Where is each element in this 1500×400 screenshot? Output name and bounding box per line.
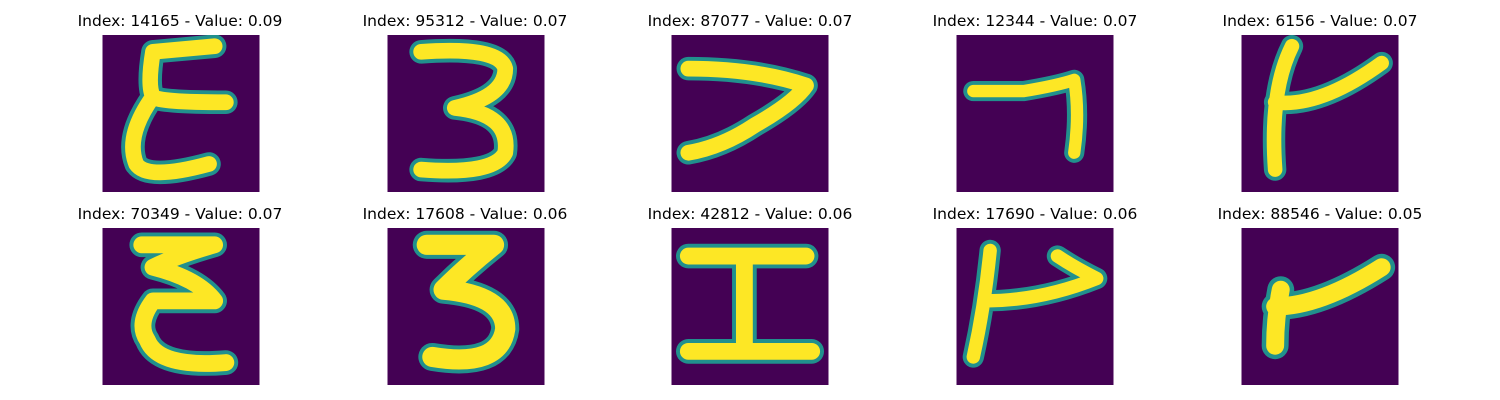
digit-image-5 (1241, 35, 1399, 192)
panel-title-7: Index: 17608 - Value: 0.06 (362, 205, 568, 223)
digit-image-3 (671, 35, 829, 192)
digit-image-4 (956, 35, 1114, 192)
digit-image-10 (1241, 228, 1399, 385)
panel-title-8: Index: 42812 - Value: 0.06 (647, 205, 853, 223)
panel-title-1: Index: 14165 - Value: 0.09 (77, 12, 283, 30)
panel-title-4: Index: 12344 - Value: 0.07 (932, 12, 1138, 30)
digit-image-6 (102, 228, 260, 385)
panel-title-9: Index: 17690 - Value: 0.06 (932, 205, 1138, 223)
panel-title-3: Index: 87077 - Value: 0.07 (647, 12, 853, 30)
digit-image-2 (387, 35, 545, 192)
panel-title-10: Index: 88546 - Value: 0.05 (1217, 205, 1423, 223)
panel-title-5: Index: 6156 - Value: 0.07 (1222, 12, 1418, 30)
digit-image-1 (102, 35, 260, 192)
panel-title-6: Index: 70349 - Value: 0.07 (77, 205, 283, 223)
digit-image-8 (671, 228, 829, 385)
digit-image-9 (956, 228, 1114, 385)
panel-title-2: Index: 95312 - Value: 0.07 (362, 12, 568, 30)
digit-image-7 (387, 228, 545, 385)
